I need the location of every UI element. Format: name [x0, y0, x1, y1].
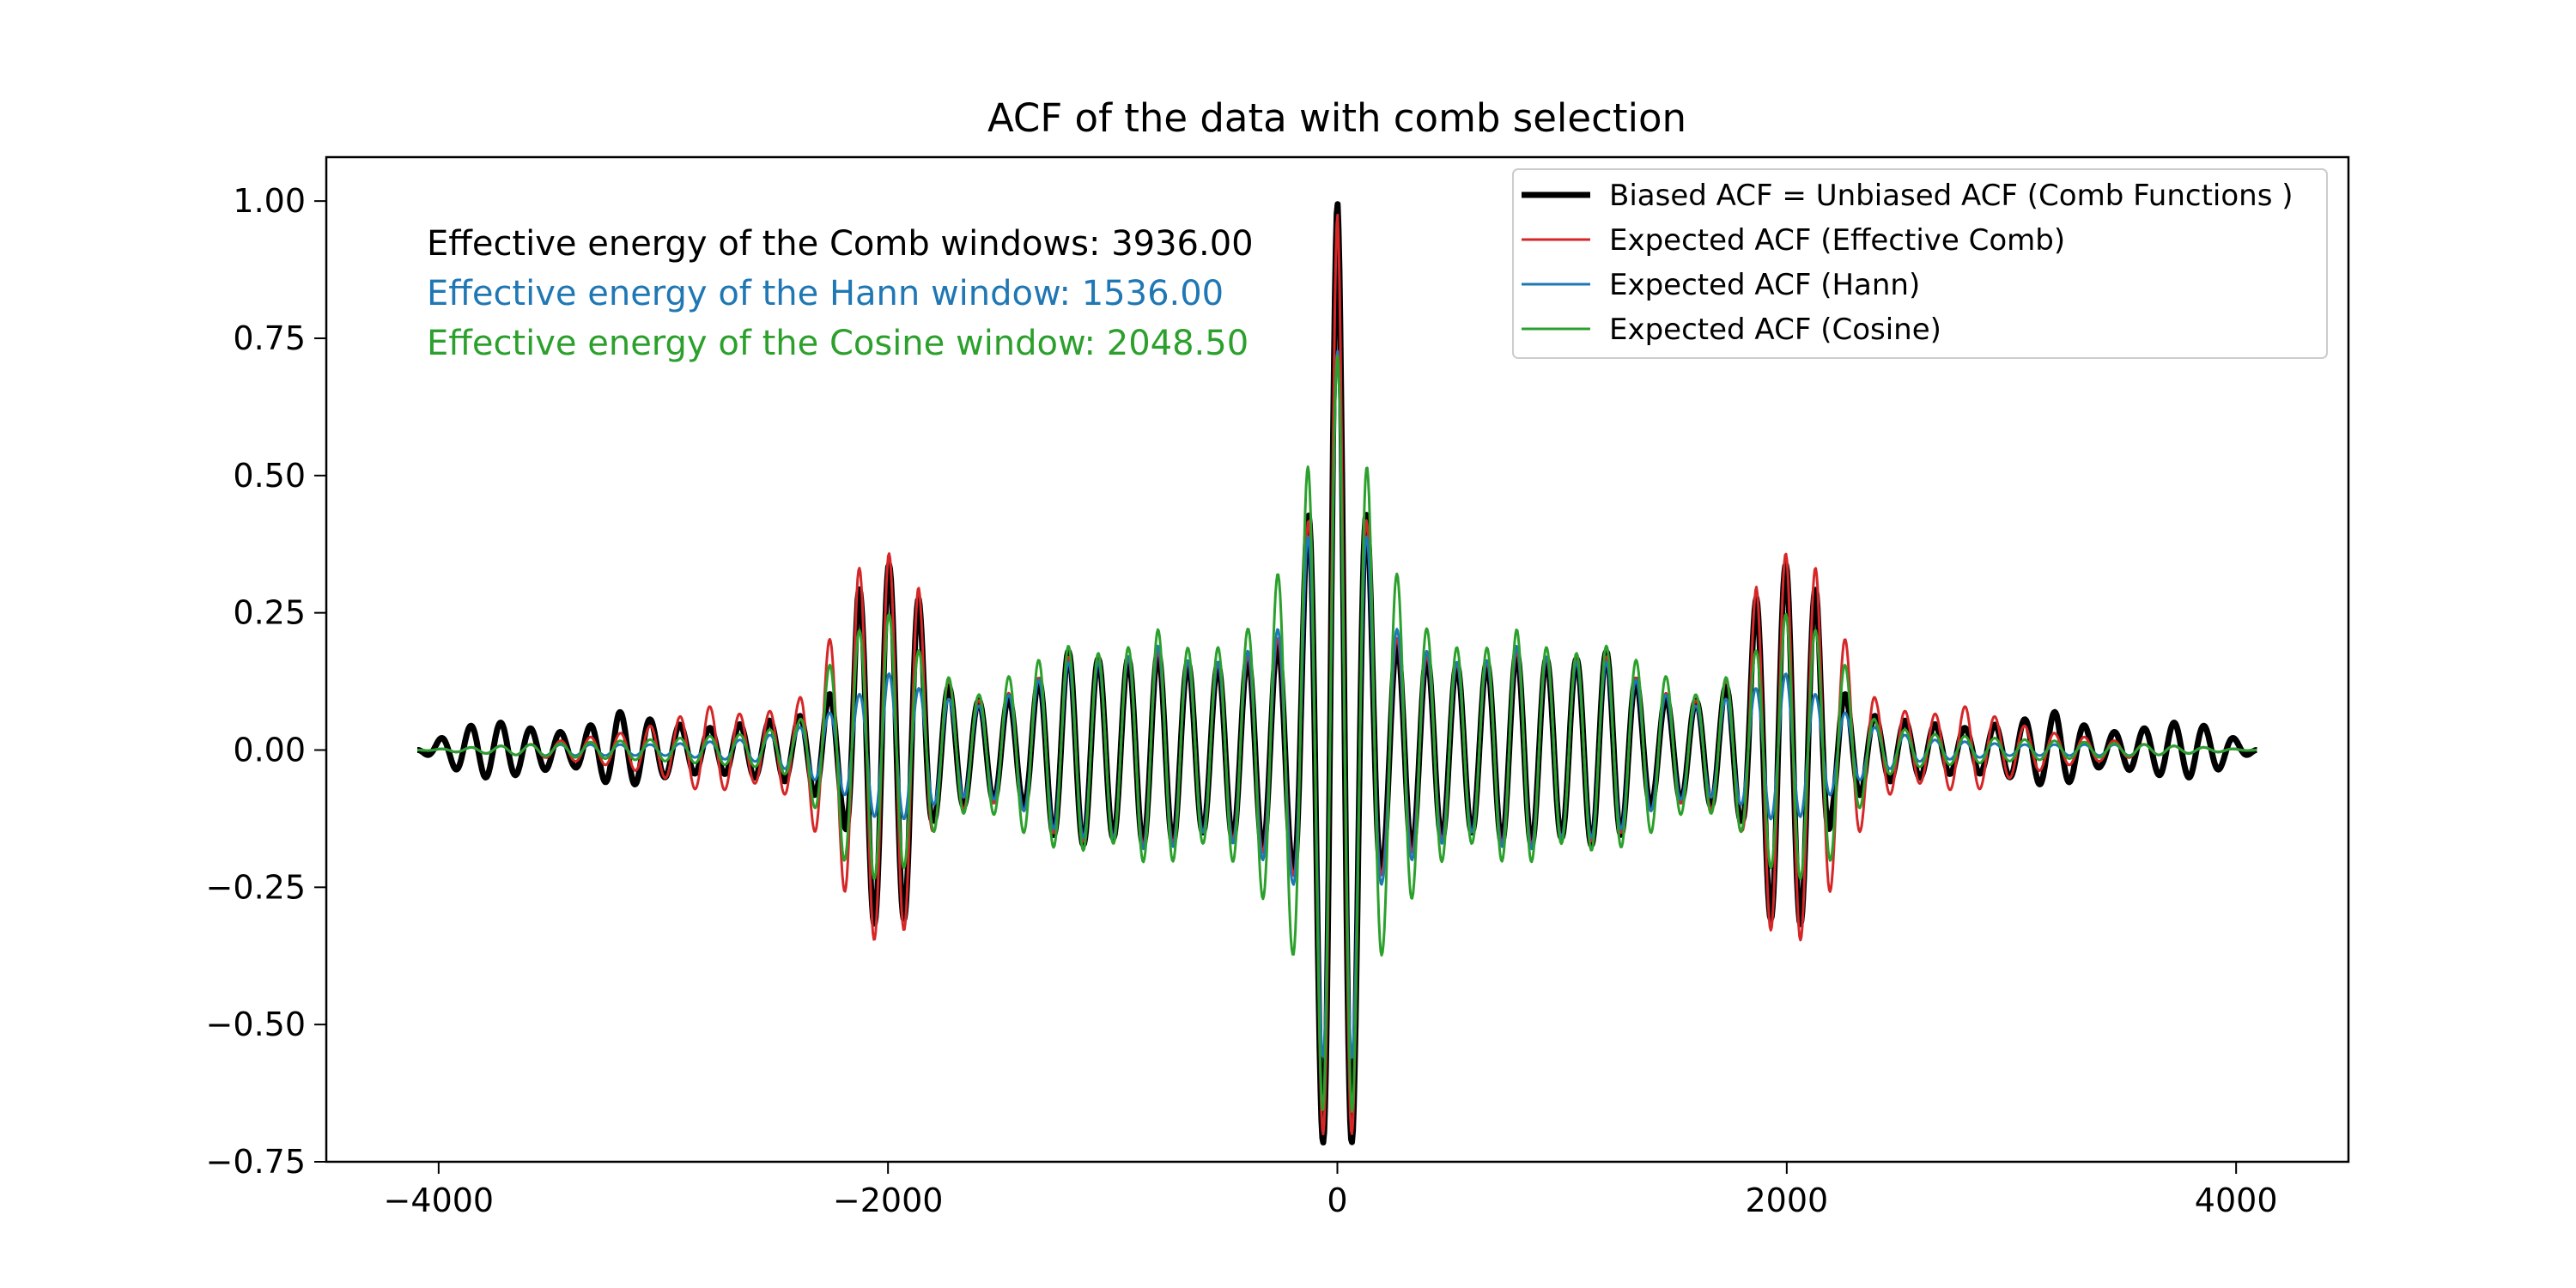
- series-line-2: [416, 349, 2257, 1060]
- x-tick-label: 2000: [1745, 1182, 1828, 1219]
- x-tick-label: 4000: [2195, 1182, 2278, 1219]
- annotation-0: Effective energy of the Comb windows: 39…: [427, 224, 1254, 264]
- y-tick-label: −0.25: [206, 868, 306, 906]
- y-tick-label: −0.75: [206, 1143, 306, 1181]
- x-axis: −4000 −2000 0 2000 4000: [384, 1162, 2278, 1219]
- series-layer: [415, 201, 2259, 1145]
- y-axis: −0.75 −0.50 −0.25 0.00 0.25 0.50 0.75 1.00: [206, 182, 326, 1181]
- y-tick-label: 0.50: [233, 457, 306, 495]
- y-tick-label: 1.00: [233, 182, 306, 220]
- x-tick-label: −4000: [384, 1182, 495, 1219]
- annotation-1: Effective energy of the Hann window: 153…: [427, 274, 1224, 313]
- chart-title: ACF of the data with comb selection: [987, 95, 1686, 141]
- y-tick-label: −0.50: [206, 1005, 306, 1043]
- legend: Biased ACF = Unbiased ACF (Comb Function…: [1512, 168, 2328, 359]
- legend-label-0: Biased ACF = Unbiased ACF (Comb Function…: [1609, 179, 2293, 213]
- energy-annotations: Effective energy of the Comb windows: 39…: [427, 224, 1254, 363]
- y-tick-label: 0.75: [233, 319, 306, 357]
- legend-label-3: Expected ACF (Cosine): [1609, 313, 1941, 347]
- series-line-0: [415, 201, 2259, 1145]
- x-tick-label: 0: [1327, 1182, 1347, 1219]
- legend-label-1: Expected ACF (Effective Comb): [1609, 223, 2065, 258]
- y-tick-label: 0.25: [233, 594, 306, 632]
- x-tick-label: −2000: [833, 1182, 944, 1219]
- y-tick-label: 0.00: [233, 731, 306, 769]
- legend-label-2: Expected ACF (Hann): [1609, 268, 1920, 302]
- series-line-1: [416, 213, 2257, 1136]
- annotation-2: Effective energy of the Cosine window: 2…: [427, 324, 1249, 363]
- series-line-3: [416, 354, 2257, 1113]
- legend-box: [1512, 168, 2328, 359]
